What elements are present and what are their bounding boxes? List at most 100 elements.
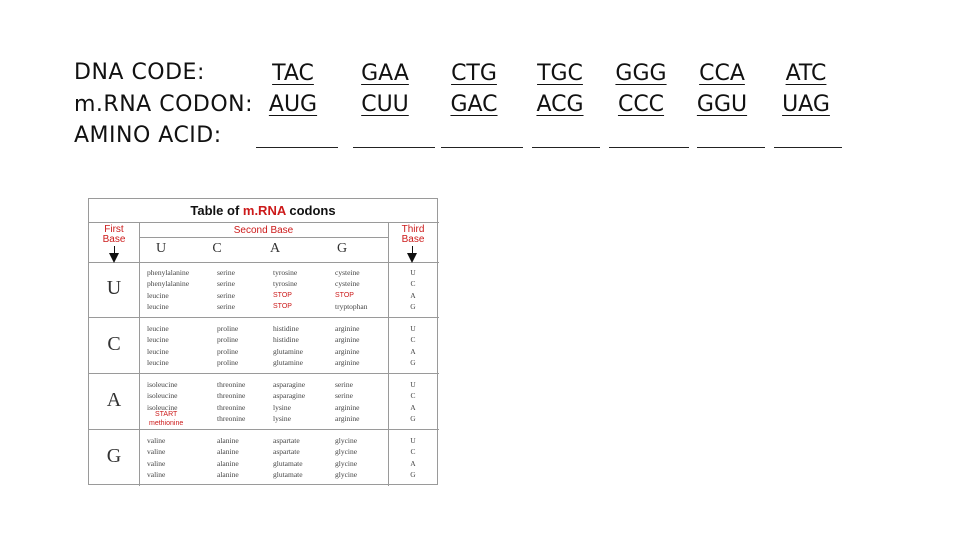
first-base-letter: A [106, 389, 122, 411]
amino-acid-entry: phenylalanine [147, 268, 190, 277]
first-base-letter: U [106, 277, 122, 299]
table-rule [388, 222, 389, 486]
amino-acid-entry: tryptophan [335, 301, 368, 311]
second-base-letter: G [336, 241, 348, 256]
dna-codon: TAC [272, 61, 314, 86]
amino-acid-entry: proline [217, 335, 239, 345]
amino-acid-entry: threonine [217, 391, 246, 401]
amino-acid-blank [609, 147, 689, 148]
first-base-letter: C [107, 333, 121, 355]
third-base-letter: U [410, 268, 416, 277]
amino-acid-entry: tyrosine [273, 279, 298, 289]
amino-acid-entry: aspartate [273, 436, 300, 445]
amino-acid-entry: leucine [147, 301, 169, 311]
amino-acid-entry: valine [147, 458, 166, 468]
amino-acid-entry: serine [217, 301, 235, 311]
table-rule [89, 373, 439, 374]
table-title: Table of m.RNA codons [190, 203, 336, 218]
amino-acid-entry: proline [217, 324, 239, 333]
amino-acid-label: AMINO ACID: [74, 123, 222, 148]
amino-acid-entry: alanine [217, 458, 239, 468]
amino-acid-blank [441, 147, 523, 148]
amino-acid-blank [256, 147, 338, 148]
amino-acid-entry: threonine [217, 402, 246, 412]
amino-acid-entry: phenylalanine [147, 279, 190, 289]
amino-acid-entry: alanine [217, 436, 239, 445]
amino-acid-entry: threonine [217, 413, 246, 423]
mrna-codon: GGU [696, 92, 748, 117]
amino-acid-entry: valine [147, 469, 166, 479]
table-rule [89, 262, 439, 263]
amino-acid-entry: glutamate [273, 458, 303, 468]
amino-acid-entry: proline [217, 357, 239, 367]
second-base-letter: C [212, 241, 222, 256]
amino-acid-entry: alanine [217, 469, 239, 479]
amino-acid-entry: valine [147, 447, 166, 457]
amino-acid-entry: isoleucine [147, 391, 178, 401]
amino-acid-entry: serine [335, 380, 353, 389]
mrna-codon-label: m.RNA CODON: [74, 92, 254, 117]
amino-acid-entry: lysine [273, 413, 291, 423]
mrna-codon-table: Table of m.RNA codons First Base Second Ba… [88, 198, 439, 486]
third-base-letter: U [410, 324, 416, 333]
dna-codon: ATC [785, 61, 827, 86]
amino-acid-entry: asparagine [273, 391, 306, 401]
amino-acid-blank [532, 147, 600, 148]
dna-codon: GGG [615, 61, 667, 86]
amino-acid-entry: serine [335, 391, 353, 401]
third-base-letter: G [410, 413, 416, 423]
amino-acid-entry: arginine [335, 346, 360, 356]
table-rule [89, 222, 439, 223]
third-base-letter: G [410, 469, 416, 479]
third-base-letter: A [410, 290, 416, 300]
second-base-letter: U [155, 241, 167, 256]
down-arrow-icon [109, 253, 119, 263]
down-arrow-icon [114, 246, 115, 254]
amino-acid-blank [697, 147, 765, 148]
amino-acid-entry: glycine [335, 458, 358, 468]
third-base-letter: A [410, 402, 416, 412]
amino-acid-entry: aspartate [273, 447, 300, 457]
amino-acid-entry: leucine [147, 346, 169, 356]
amino-acid-entry: leucine [147, 324, 169, 333]
amino-acid-entry: arginine [335, 402, 360, 412]
amino-acid-entry: isoleucine [147, 402, 178, 412]
first-base-letter: G [106, 445, 122, 467]
amino-acid-entry: alanine [217, 447, 239, 457]
amino-acid-entry: leucine [147, 290, 169, 300]
third-base-letter: A [410, 458, 416, 468]
amino-acid-entry: glutamine [273, 346, 303, 356]
third-base-letter: A [410, 346, 416, 356]
third-base-letter: C [410, 447, 416, 457]
dna-code-label: DNA CODE: [74, 60, 205, 85]
table-rule [139, 237, 388, 238]
amino-acid-entry: glycine [335, 447, 358, 457]
amino-acid-entry: leucine [147, 335, 169, 345]
dna-codon: CTG [451, 61, 497, 86]
amino-acid-entry: glutamine [273, 357, 303, 367]
amino-acid-entry: cysteine [335, 279, 360, 289]
start-label: START [155, 411, 178, 418]
amino-acid-entry: glutamate [273, 469, 303, 479]
amino-acid-entry: serine [217, 290, 235, 300]
third-base-letter: C [410, 391, 416, 401]
amino-acid-entry: isoleucine [147, 380, 178, 389]
table-rule [89, 317, 439, 318]
mrna-codon: UAG [782, 92, 830, 117]
third-base-letter: U [410, 436, 416, 445]
mrna-codon: GAC [450, 92, 498, 117]
amino-acid-entry: STOP [273, 302, 292, 310]
first-base-header: First Base [102, 224, 126, 245]
amino-acid-entry: threonine [217, 380, 246, 389]
mrna-codon: AUG [268, 92, 318, 117]
down-arrow-icon [412, 246, 413, 254]
amino-acid-entry: serine [217, 279, 235, 289]
mrna-codon: ACG [536, 92, 584, 117]
table-rule [139, 222, 140, 486]
second-base-letter: A [269, 241, 281, 256]
amino-acid-entry: STOP [273, 291, 292, 299]
mrna-codon: CUU [361, 92, 409, 117]
amino-acid-entry: histidine [273, 335, 299, 345]
amino-acid-entry: leucine [147, 357, 169, 367]
amino-acid-entry: STOP [335, 291, 354, 299]
